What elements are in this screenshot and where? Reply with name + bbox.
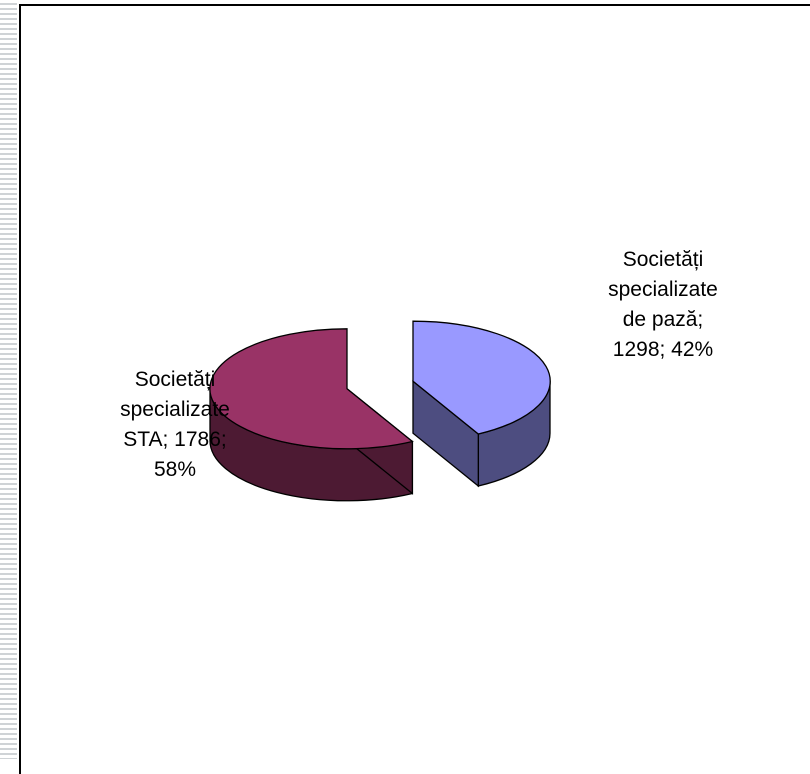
data-label-pada-line-2: specializate	[608, 278, 718, 301]
data-label-sta-line-3: STA; 1786;	[123, 428, 227, 451]
data-label-pada-line-1: Societăți	[622, 248, 704, 271]
left-ruled-strip	[0, 0, 17, 759]
data-label-pada-line-4: 1298; 42%	[612, 338, 714, 361]
data-label-sta-line-2: specializate	[120, 398, 230, 421]
data-label-sta-line-4: 58%	[153, 458, 197, 481]
data-label-pada: Societăți specializate de pază; 1298; 42…	[598, 245, 728, 365]
data-label-pada-line-3: de pază;	[622, 308, 704, 331]
data-label-sta-line-1: Societăți	[134, 368, 216, 391]
slice-pada-top	[412, 320, 551, 435]
slice-sta-top	[209, 328, 414, 450]
data-label-sta: Societăți specializate STA; 1786; 58%	[95, 365, 255, 485]
